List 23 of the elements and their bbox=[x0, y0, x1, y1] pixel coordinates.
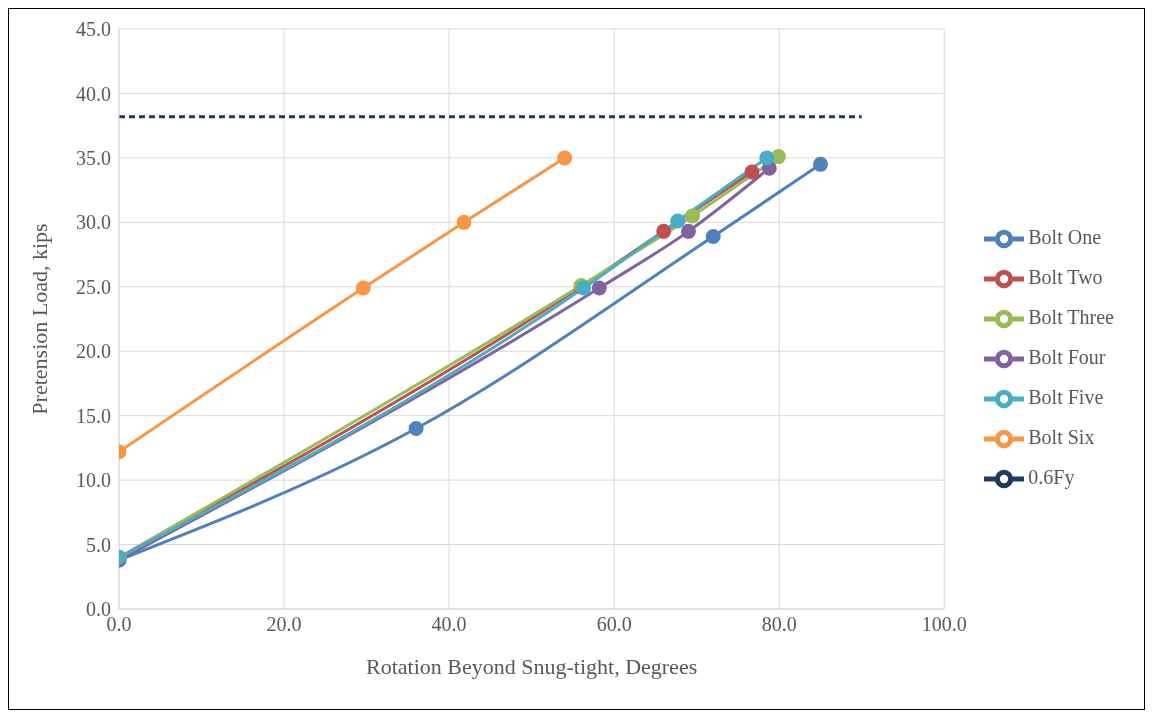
y-tick-label: 15.0 bbox=[76, 404, 111, 427]
y-tick-label: 35.0 bbox=[76, 146, 111, 169]
y-tick-label: 10.0 bbox=[76, 469, 111, 492]
legend-label: Bolt Two bbox=[1028, 265, 1103, 288]
legend-label: Bolt Six bbox=[1028, 425, 1095, 448]
x-tick-label: 80.0 bbox=[761, 613, 797, 636]
y-tick-label: 5.0 bbox=[86, 533, 111, 556]
y-tick-label: 30.0 bbox=[76, 211, 111, 234]
legend-label: Bolt Five bbox=[1028, 385, 1104, 408]
x-tick-label: 20.0 bbox=[266, 613, 302, 636]
y-tick-label: 20.0 bbox=[76, 340, 111, 363]
legend-label: Bolt Four bbox=[1028, 345, 1106, 368]
x-tick-label: 60.0 bbox=[596, 613, 632, 636]
legend-label: Bolt Three bbox=[1028, 305, 1114, 328]
y-tick-label: 25.0 bbox=[76, 275, 111, 298]
legend-label: 0.6Fy bbox=[1028, 465, 1075, 488]
x-tick-label: 100.0 bbox=[921, 613, 967, 636]
y-tick-label: 40.0 bbox=[76, 82, 111, 105]
legend-label: Bolt One bbox=[1028, 225, 1102, 248]
y-tick-label: 45.0 bbox=[76, 18, 111, 41]
y-axis-title: Pretension Load, kips bbox=[26, 223, 52, 415]
x-axis-title: Rotation Beyond Snug-tight, Degrees bbox=[366, 654, 698, 679]
x-tick-label: 40.0 bbox=[431, 613, 467, 636]
